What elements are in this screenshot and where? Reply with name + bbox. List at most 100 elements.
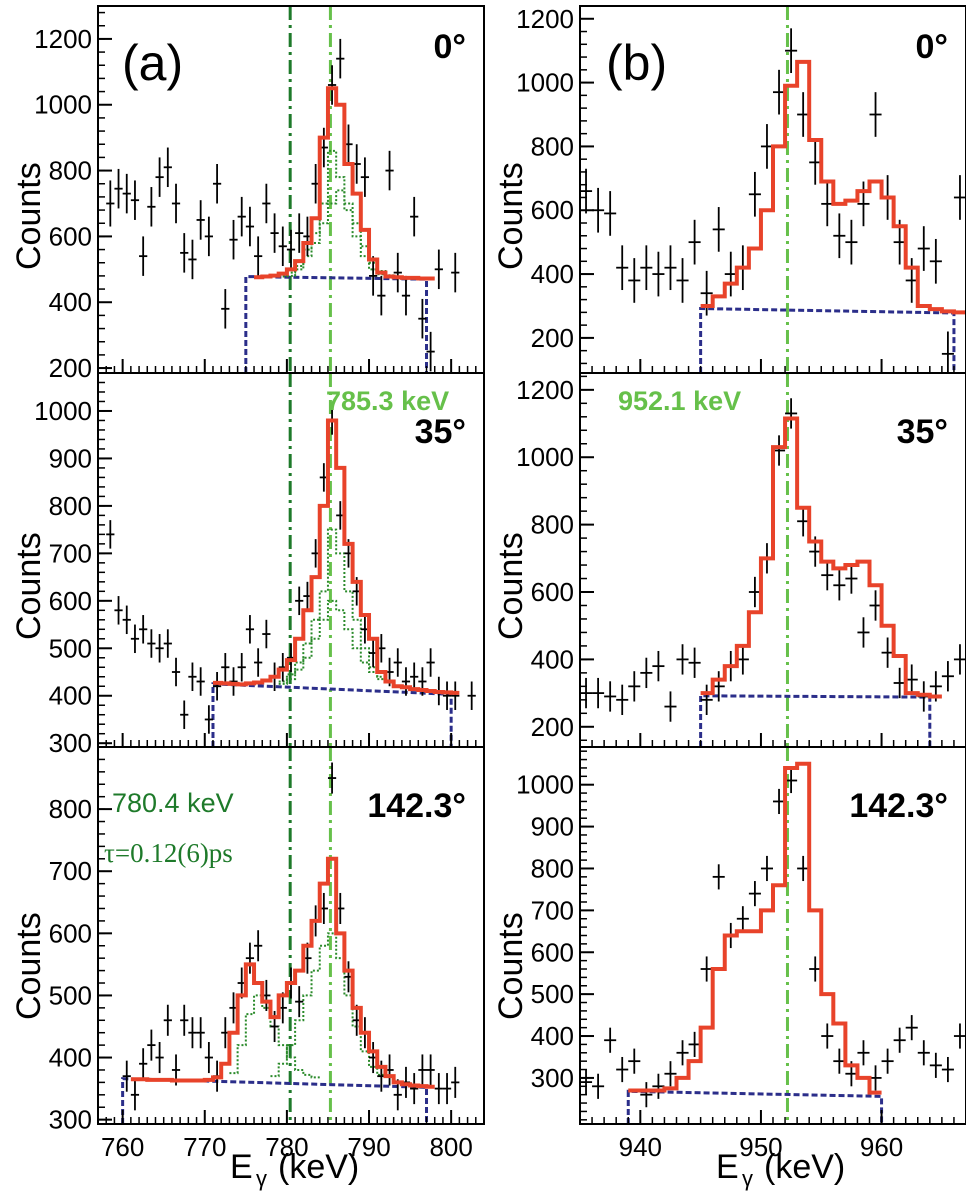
- x-tick-label: 780: [265, 1132, 308, 1162]
- y-tick-label: 400: [49, 681, 92, 711]
- component-1-line: [278, 149, 394, 278]
- x-axis-title-b-prefix: E: [716, 1148, 739, 1186]
- x-axis-title-a-unit: (keV): [278, 1148, 359, 1186]
- x-tick-label: 950: [739, 1132, 782, 1162]
- fit-curve: [700, 416, 942, 699]
- x-tick-label: 800: [429, 1132, 472, 1162]
- background-line: [699, 307, 956, 373]
- fit-curve: [254, 86, 435, 281]
- x-tick-label: 960: [860, 1132, 903, 1162]
- energy-label: 785.3 keV: [326, 386, 449, 416]
- y-tick-label: 800: [531, 131, 574, 161]
- angle-label: 0°: [433, 28, 466, 66]
- y-tick-label: 1200: [516, 4, 574, 34]
- background-line: [121, 1077, 429, 1124]
- background-line: [626, 1089, 884, 1124]
- y-tick-label: 800: [531, 853, 574, 883]
- component-2-line: [270, 932, 386, 1078]
- y-tick-label: 500: [49, 633, 92, 663]
- x-tick-label: 790: [347, 1132, 390, 1162]
- background-line: [699, 694, 932, 747]
- y-axis-title-b0: Counts: [492, 162, 530, 270]
- y-tick-label: 800: [49, 794, 92, 824]
- angle-label: 142.3°: [367, 787, 466, 825]
- y-tick-label: 1200: [34, 24, 92, 54]
- angle-label: 142.3°: [849, 787, 948, 825]
- panel-plot-area: [580, 373, 966, 747]
- panel-b-35: 200 400 600 800 1000 1200 35° 952.1 keV: [516, 372, 966, 748]
- panel-plot-area: [106, 373, 476, 747]
- panels: 200 400 600 800 1000 1200 0° 300 400 500 600 700 800…: [34, 4, 966, 1162]
- panel-plot-area: [121, 747, 460, 1124]
- panel-b-label: (b): [606, 35, 667, 91]
- y-tick-label: 600: [49, 221, 92, 251]
- y-tick-label: 400: [531, 644, 574, 674]
- angle-label: 35°: [897, 413, 948, 451]
- y-tick-label: 700: [531, 895, 574, 925]
- x-axis-title-b-unit: (keV): [764, 1148, 845, 1186]
- y-tick-label: 300: [531, 1063, 574, 1093]
- component-2-line: [278, 599, 394, 685]
- y-axis-title-b2: Counts: [492, 912, 530, 1020]
- y-tick-label: 400: [531, 1021, 574, 1051]
- y-tick-label: 1000: [516, 770, 574, 800]
- component-1-line: [278, 528, 394, 683]
- y-tick-label: 400: [531, 259, 574, 289]
- y-tick-label: 400: [49, 1043, 92, 1073]
- y-tick-label: 900: [49, 443, 92, 473]
- panel-a-142: 300 400 500 600 700 800 760 770 780 790 800 142.3° 7…: [49, 746, 485, 1162]
- y-tick-label: 1000: [34, 90, 92, 120]
- panel-b-0: 200 400 600 800 1000 1200 0°: [516, 4, 966, 374]
- y-axis-title-a1: Counts: [10, 532, 48, 640]
- panel-a-35: 300 400 500 600 700 800 900 1000 35°785.3 keV: [34, 372, 485, 758]
- y-tick-label: 300: [49, 1105, 92, 1135]
- lifetime-label: τ=0.12(6)ps: [104, 838, 233, 868]
- x-axis-title-a-prefix: E: [230, 1148, 253, 1186]
- angle-label: 0°: [915, 28, 948, 66]
- panel-plot-area: [580, 6, 966, 373]
- panel-a-0: 200 400 600 800 1000 1200 0°: [34, 5, 485, 383]
- y-tick-label: 600: [531, 937, 574, 967]
- y-tick-label: 700: [49, 856, 92, 886]
- y-tick-label: 700: [49, 538, 92, 568]
- x-tick-label: 940: [619, 1132, 662, 1162]
- y-tick-label: 900: [531, 812, 574, 842]
- panel-b-142: 300 400 500 600 700 800 900 1000 940 950 960 142.3°: [516, 746, 966, 1162]
- y-tick-label: 200: [531, 323, 574, 353]
- y-tick-label: 300: [49, 728, 92, 758]
- y-tick-label: 200: [531, 712, 574, 742]
- y-axis-title-a0: Counts: [10, 162, 48, 270]
- angle-label: 35°: [415, 413, 466, 451]
- y-tick-label: 500: [531, 979, 574, 1009]
- y-tick-label: 200: [49, 353, 92, 383]
- y-tick-label: 800: [531, 510, 574, 540]
- y-tick-label: 600: [49, 918, 92, 948]
- y-tick-label: 1200: [516, 375, 574, 405]
- y-tick-label: 500: [49, 980, 92, 1010]
- panel-plot-area: [106, 6, 460, 373]
- x-axis-title-a-sub: γ: [256, 1166, 267, 1191]
- fit-curve: [628, 761, 882, 1095]
- y-tick-label: 400: [49, 287, 92, 317]
- background-line: [244, 275, 429, 373]
- fit-curve: [212, 418, 460, 695]
- fit-curve: [700, 59, 966, 315]
- x-axis-title-a: E γ (keV): [230, 1148, 359, 1191]
- x-axis-title-b-sub: γ: [742, 1166, 753, 1191]
- x-axis-title-b: E γ (keV): [716, 1148, 845, 1191]
- fit-curve: [130, 856, 435, 1089]
- y-tick-label: 600: [49, 586, 92, 616]
- y-tick-label: 600: [531, 195, 574, 225]
- x-tick-label: 760: [101, 1132, 144, 1162]
- panel-frame: [97, 746, 485, 1125]
- panel-a-label: (a): [122, 35, 183, 91]
- y-axis-title-b1: Counts: [492, 532, 530, 640]
- energy-label: 952.1 keV: [618, 386, 741, 416]
- energy-label: 780.4 keV: [112, 788, 234, 818]
- y-tick-label: 1000: [516, 442, 574, 472]
- y-tick-label: 1000: [516, 68, 574, 98]
- y-tick-label: 600: [531, 577, 574, 607]
- y-tick-label: 1000: [34, 396, 92, 426]
- y-axis-title-a2: Counts: [10, 912, 48, 1020]
